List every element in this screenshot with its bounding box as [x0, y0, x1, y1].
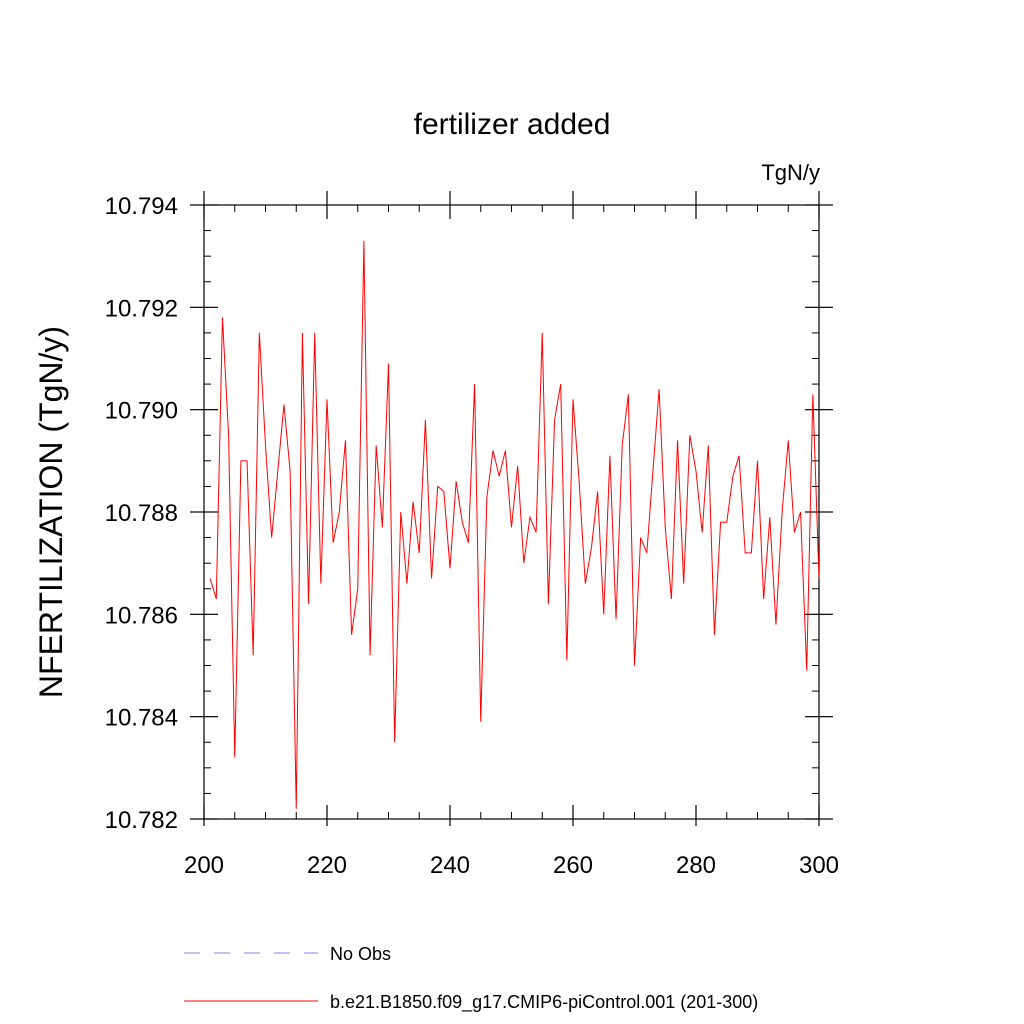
y-tick-label: 10.784: [105, 705, 178, 732]
x-tick-label: 260: [553, 852, 593, 879]
legend-label: b.e21.B1850.f09_g17.CMIP6-piControl.001 …: [330, 992, 758, 1013]
x-tick-label: 200: [184, 852, 224, 879]
y-tick-label: 10.782: [105, 807, 178, 834]
x-tick-label: 220: [307, 852, 347, 879]
x-tick-label: 300: [799, 852, 839, 879]
series-line-0: [209, 240, 820, 809]
x-tick-label: 280: [676, 852, 716, 879]
plot-frame-rect: [203, 204, 820, 820]
y-axis: 10.782 10.784 10.786 10.788 10.790 10.792 10.7…: [105, 193, 833, 834]
y-tick-label: 10.786: [105, 602, 178, 629]
chart-title: fertilizer added: [414, 108, 611, 141]
legend: No Obs b.e21.B1850.f09_g17.CMIP6-piContro…: [184, 944, 758, 1013]
y-axis-label: NFERTILIZATION (TgN/y): [33, 326, 69, 698]
y-tick-label: 10.794: [105, 193, 178, 220]
y-tick-label: 10.792: [105, 295, 178, 322]
legend-label: No Obs: [330, 944, 391, 964]
x-tick-label: 240: [430, 852, 470, 879]
y-tick-label: 10.790: [105, 398, 178, 425]
plot-frame: [203, 204, 820, 820]
y-tick-label: 10.788: [105, 500, 178, 527]
units-label: TgN/y: [761, 160, 820, 185]
x-axis: 200 220 240 260 280 300: [184, 191, 839, 879]
series-group: [209, 240, 820, 809]
